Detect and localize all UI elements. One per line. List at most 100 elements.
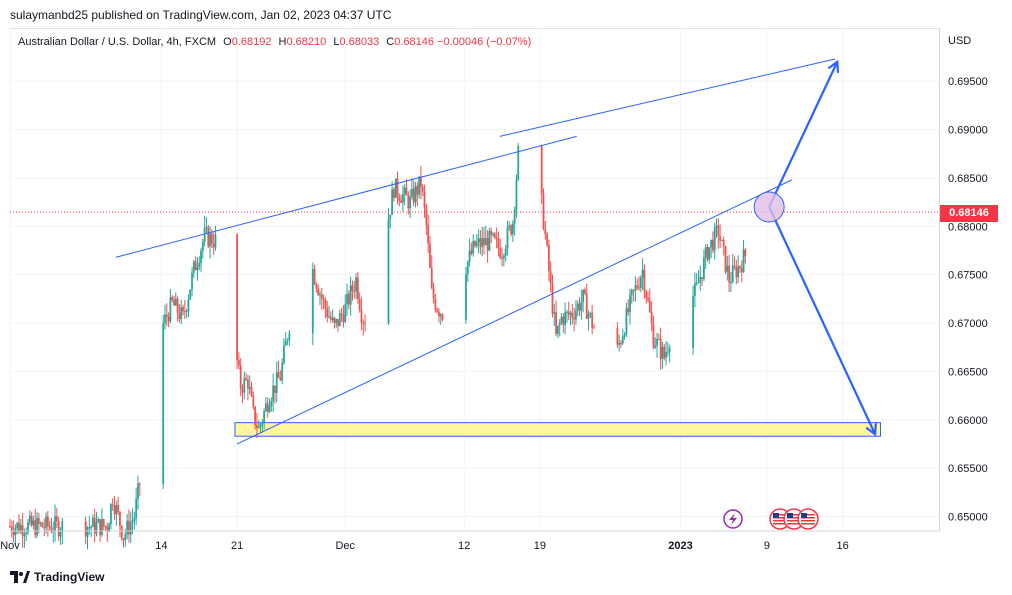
candle-body bbox=[656, 338, 658, 346]
candle-body bbox=[356, 277, 359, 299]
candle-body bbox=[502, 256, 505, 259]
candle-body bbox=[319, 294, 321, 296]
support-zone-layer bbox=[234, 422, 882, 437]
candle-body bbox=[95, 522, 98, 534]
candle-body bbox=[542, 193, 545, 230]
candle-body bbox=[99, 519, 102, 536]
candle-body bbox=[254, 406, 257, 426]
candle-body bbox=[270, 401, 273, 407]
candle-body bbox=[593, 327, 595, 329]
candle-body bbox=[284, 340, 287, 346]
candle-body bbox=[338, 313, 341, 327]
candle-body bbox=[654, 345, 657, 348]
candle-body bbox=[492, 233, 494, 235]
candle-body bbox=[263, 411, 266, 423]
candle-body bbox=[665, 352, 667, 358]
candle-body bbox=[497, 238, 500, 248]
candle-body bbox=[256, 425, 258, 428]
candle-body bbox=[389, 214, 392, 219]
candle-body bbox=[715, 225, 718, 228]
bullish-arrow-head bbox=[827, 59, 840, 73]
y-tick-label: 0.67000 bbox=[948, 318, 988, 330]
flag-stripe bbox=[787, 514, 801, 516]
x-tick-label: 9 bbox=[764, 540, 770, 552]
candle-body bbox=[283, 345, 285, 363]
candle-body bbox=[180, 307, 183, 320]
candle-body bbox=[25, 532, 28, 535]
flag-canton bbox=[787, 513, 793, 518]
candle-body bbox=[488, 231, 491, 251]
candle-body bbox=[108, 524, 111, 532]
candle-body bbox=[333, 317, 336, 324]
candle-body bbox=[93, 517, 96, 534]
candle-body bbox=[731, 265, 734, 283]
candle-body bbox=[407, 195, 410, 209]
candle-body bbox=[248, 386, 251, 389]
candle-body bbox=[88, 527, 91, 529]
candle-body bbox=[214, 234, 217, 248]
candle-body bbox=[346, 293, 348, 305]
candle-body bbox=[192, 261, 195, 273]
x-tick-label: 19 bbox=[534, 540, 546, 552]
flag-stripe bbox=[773, 517, 787, 519]
candle-body bbox=[652, 323, 655, 348]
candle-body bbox=[546, 234, 548, 245]
candle-body bbox=[481, 238, 484, 248]
y-tick-label: 0.67500 bbox=[948, 270, 988, 282]
candle-body bbox=[194, 261, 197, 271]
flag-canton bbox=[801, 513, 807, 518]
candle-body bbox=[719, 236, 722, 241]
open-label: O bbox=[223, 36, 232, 48]
candle-body bbox=[713, 227, 716, 251]
candle-body bbox=[45, 516, 47, 529]
candle-body bbox=[135, 499, 138, 519]
change-value: −0.00046 (−0.07%) bbox=[437, 36, 532, 48]
candle-body bbox=[247, 379, 249, 389]
candle-body bbox=[32, 520, 35, 526]
flag-stripe bbox=[801, 514, 815, 516]
candle-body bbox=[475, 242, 478, 247]
axes: 0.69500 0.69000 0.68500 0.68000 0.67500 0.670… bbox=[0, 76, 988, 552]
candle-body bbox=[315, 284, 318, 289]
candle-body bbox=[663, 346, 666, 358]
candle-body bbox=[636, 285, 639, 288]
candle-body bbox=[266, 403, 269, 412]
candle-body bbox=[632, 289, 635, 291]
y-tick-label: 0.69500 bbox=[948, 76, 988, 88]
candle-body bbox=[337, 319, 339, 327]
candle-body bbox=[661, 346, 664, 359]
candle-body bbox=[347, 293, 350, 305]
candle-body bbox=[196, 266, 199, 271]
y-tick-label: 0.65500 bbox=[948, 463, 988, 475]
candle-body bbox=[124, 533, 127, 541]
candle-body bbox=[34, 520, 37, 536]
candle-body bbox=[344, 304, 347, 323]
candle-body bbox=[252, 395, 255, 407]
candle-body bbox=[138, 483, 141, 485]
candle-body bbox=[695, 282, 698, 284]
x-tick-label: 16 bbox=[837, 540, 849, 552]
candle-body bbox=[699, 277, 702, 283]
candle-body bbox=[106, 526, 109, 532]
candle-body bbox=[131, 520, 134, 523]
us-flag-event-icon bbox=[797, 508, 819, 530]
candle-body bbox=[735, 267, 738, 278]
candle-body bbox=[111, 504, 114, 506]
candle-body bbox=[286, 339, 289, 341]
candle-body bbox=[55, 516, 58, 521]
chart-frame bbox=[10, 28, 940, 531]
candle-body bbox=[569, 312, 572, 315]
candle-body bbox=[567, 311, 570, 315]
candle-body bbox=[499, 247, 502, 258]
y-tick-label: 0.68500 bbox=[948, 173, 988, 185]
brand-name: TradingView bbox=[34, 570, 105, 584]
candle-body bbox=[30, 515, 33, 526]
candle-body bbox=[403, 187, 406, 195]
candle-body bbox=[164, 314, 166, 324]
candle-body bbox=[27, 522, 29, 533]
candle-body bbox=[508, 225, 511, 228]
candle-body bbox=[425, 207, 428, 225]
tradingview-footer[interactable]: TradingView bbox=[10, 570, 104, 584]
candle-body bbox=[573, 317, 576, 320]
